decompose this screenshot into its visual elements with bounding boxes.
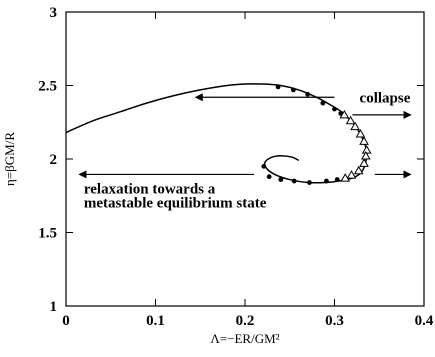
circle-marker bbox=[334, 177, 340, 182]
curve-layer bbox=[65, 83, 368, 184]
triangle-marker bbox=[359, 136, 369, 145]
circle-marker bbox=[332, 106, 337, 112]
y-tick-label: 2 bbox=[50, 152, 58, 168]
triangle-marker bbox=[361, 145, 372, 154]
x-axis-title: Λ=−ER/GM² bbox=[210, 331, 279, 346]
y-tick-label: 1 bbox=[50, 299, 58, 315]
triangle-marker bbox=[359, 158, 369, 167]
triangle-marker bbox=[355, 129, 366, 138]
triangle-marker bbox=[346, 170, 357, 179]
circle-marker bbox=[320, 100, 326, 106]
circle-marker bbox=[278, 177, 284, 182]
circle-marker bbox=[305, 91, 311, 97]
x-axis-ticks: 0 0.1 0.2 0.3 0.4 bbox=[62, 12, 434, 329]
circle-marker bbox=[275, 84, 281, 90]
arrow-layer bbox=[78, 93, 412, 179]
x-tick-label: 0.3 bbox=[325, 313, 344, 329]
triangle-marker bbox=[339, 109, 350, 119]
x-tick-label: 0.1 bbox=[146, 313, 165, 329]
x-tick-label: 0 bbox=[62, 313, 70, 329]
y-tick-label: 2.5 bbox=[38, 79, 57, 95]
triangle-marker bbox=[360, 151, 371, 160]
x-tick-label: 0.4 bbox=[415, 313, 434, 329]
circle-marker bbox=[291, 178, 297, 184]
circle-marker bbox=[266, 174, 272, 180]
y-tick-label: 3 bbox=[50, 5, 58, 21]
series-curve bbox=[65, 83, 368, 184]
x-tick-label: 0.2 bbox=[236, 313, 255, 329]
triangle-marker bbox=[353, 165, 364, 175]
annotation-label: collapse bbox=[360, 90, 411, 106]
circle-marker bbox=[290, 87, 296, 93]
circle-marker bbox=[261, 163, 267, 169]
marker-layer bbox=[261, 84, 372, 185]
annotation-label: relaxation towards a bbox=[84, 182, 216, 198]
annotation-label: metastable equilibrium state bbox=[84, 196, 267, 212]
triangle-marker bbox=[345, 115, 356, 125]
triangle-marker bbox=[340, 173, 351, 182]
triangle-marker bbox=[350, 121, 360, 131]
y-axis-title: η=βGM/R bbox=[2, 132, 17, 186]
circle-marker bbox=[307, 180, 312, 185]
y-tick-label: 1.5 bbox=[38, 226, 57, 242]
y-axis-ticks: 1 1.5 2 2.5 3 bbox=[38, 5, 424, 315]
circle-marker bbox=[324, 178, 329, 184]
